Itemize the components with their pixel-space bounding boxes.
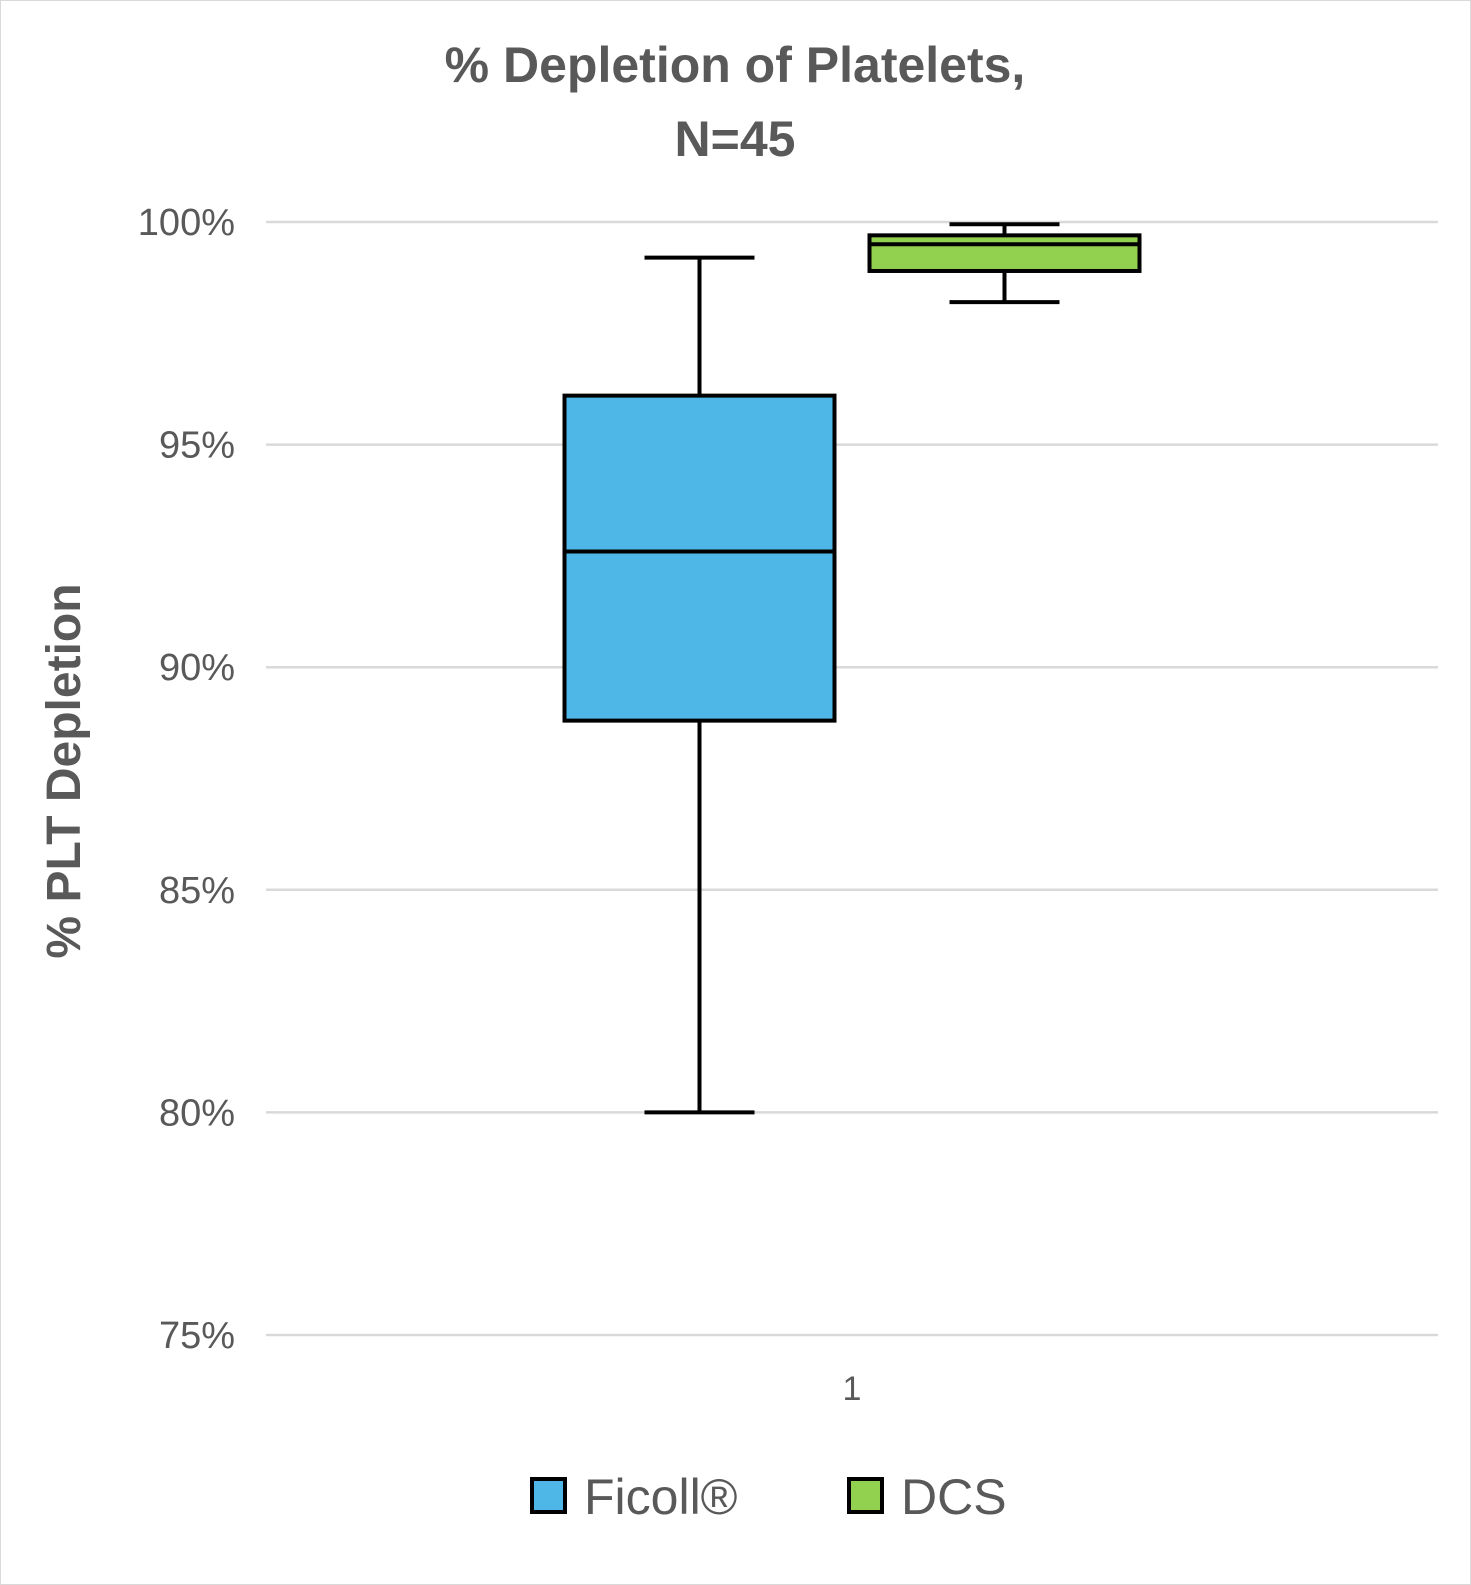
iqr-box <box>562 393 837 723</box>
box-dcs <box>867 222 1142 305</box>
y-tick-label: 75% <box>159 1315 235 1357</box>
x-axis-tick-labels: 1 <box>843 1370 862 1408</box>
legend-item: DCS <box>847 1469 1007 1525</box>
chart-title-line-2: N=45 <box>675 111 796 167</box>
box-series <box>562 222 1142 1115</box>
x-tick-label: 1 <box>843 1370 862 1408</box>
y-tick-label: 95% <box>159 425 235 467</box>
legend: Ficoll® DCS <box>530 1469 1007 1525</box>
y-tick-label: 90% <box>159 647 235 689</box>
legend-item: Ficoll® <box>530 1469 738 1525</box>
legend-swatch <box>847 1477 884 1514</box>
legend-swatch <box>530 1477 567 1514</box>
chart-title: % Depletion of Platelets, N=45 <box>445 37 1026 167</box>
y-axis-label: % PLT Depletion <box>38 583 91 958</box>
legend-label: Ficoll® <box>584 1469 738 1525</box>
y-axis-tick-labels: 75% 80% 85% 90% 95% 100% <box>138 202 235 1357</box>
y-tick-label: 100% <box>138 202 235 244</box>
gridlines <box>266 220 1438 1337</box>
y-tick-label: 85% <box>159 870 235 912</box>
chart-title-line-1: % Depletion of Platelets, <box>445 37 1026 93</box>
legend-label: DCS <box>901 1469 1007 1525</box>
iqr-box <box>867 233 1142 273</box>
box-ficoll <box>562 255 837 1115</box>
y-tick-label: 80% <box>159 1092 235 1134</box>
